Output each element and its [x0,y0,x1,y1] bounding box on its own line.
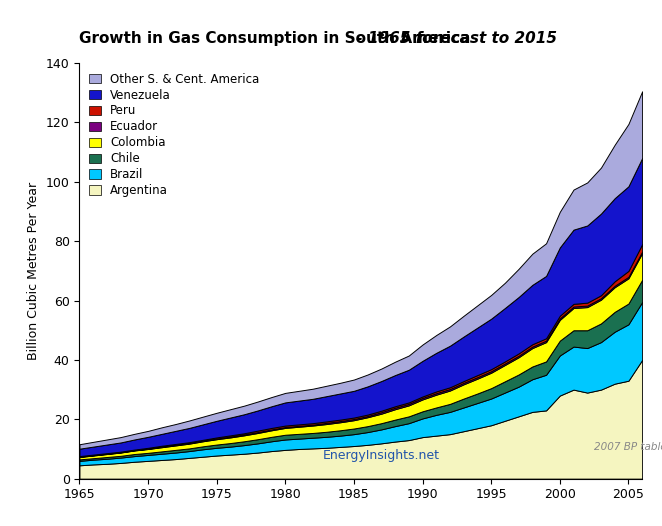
Y-axis label: Billion Cubic Metres Per Year: Billion Cubic Metres Per Year [27,182,40,360]
Legend: Other S. & Cent. America, Venezuela, Peru, Ecuador, Colombia, Chile, Brazil, Arg: Other S. & Cent. America, Venezuela, Per… [85,69,263,201]
Text: Growth in Gas Consumption in South America: Growth in Gas Consumption in South Ameri… [79,32,471,46]
Text: EnergyInsights.net: EnergyInsights.net [323,449,440,462]
Text: 2007 BP tables: 2007 BP tables [594,442,662,452]
Text: - 1965 forecast to 2015: - 1965 forecast to 2015 [352,32,557,46]
